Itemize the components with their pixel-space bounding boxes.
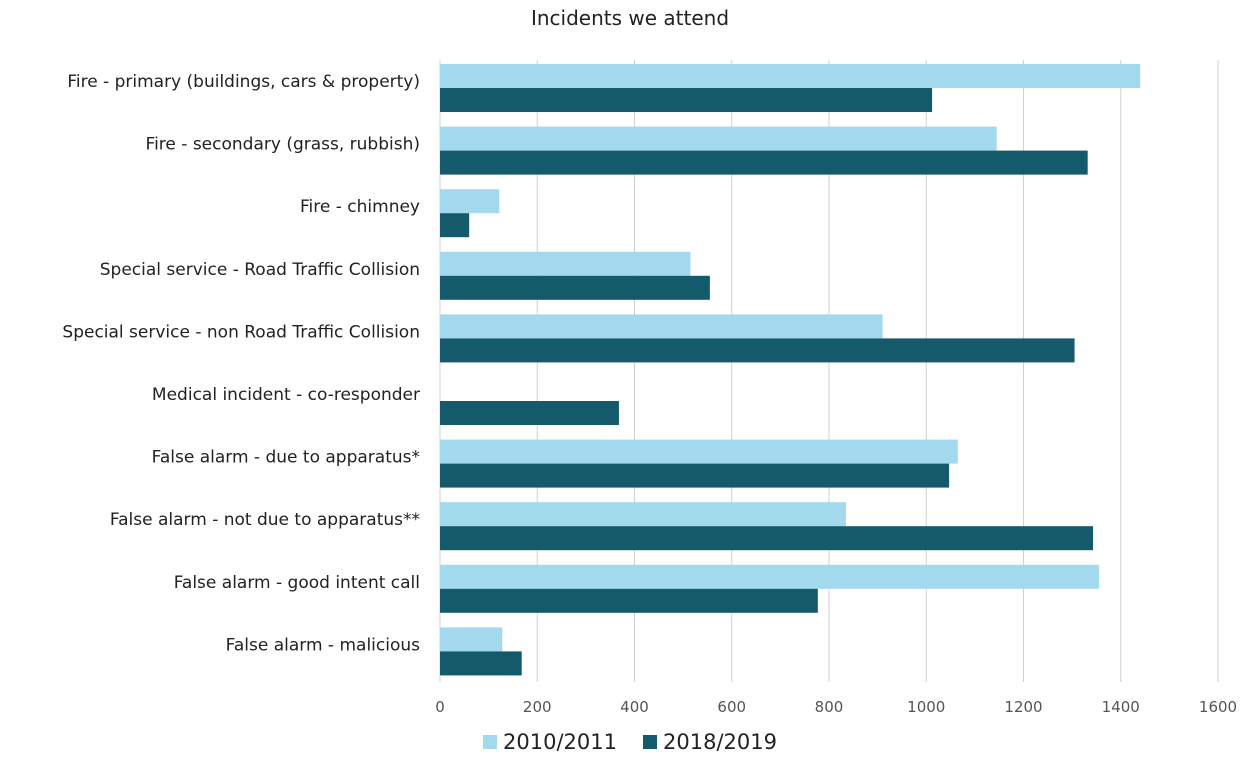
- category-label: Medical incident - co-responder: [152, 385, 420, 405]
- legend-item-2010-2011: 2010/2011: [483, 730, 617, 754]
- chart-title: Incidents we attend: [530, 6, 730, 30]
- bar-2018-2019: [440, 213, 470, 238]
- category-label: Special service - non Road Traffic Colli…: [62, 322, 420, 342]
- x-tick-label: 0: [435, 698, 445, 716]
- legend-swatch: [643, 735, 657, 749]
- bar-2010-2011: [440, 251, 691, 276]
- bar-2010-2011: [440, 314, 883, 339]
- bars: [440, 64, 1141, 676]
- category-label: Fire - chimney: [300, 197, 420, 217]
- category-labels: Fire - primary (buildings, cars & proper…: [62, 72, 420, 655]
- bar-2018-2019: [440, 588, 818, 613]
- bar-2010-2011: [440, 439, 958, 464]
- bar-2010-2011: [440, 64, 1141, 88]
- x-tick-label: 1400: [1102, 698, 1140, 716]
- x-tick-label: 1600: [1199, 698, 1237, 716]
- bar-2018-2019: [440, 338, 1075, 363]
- bar-2010-2011: [440, 126, 997, 151]
- x-tick-label: 1200: [1004, 698, 1042, 716]
- category-label: Fire - primary (buildings, cars & proper…: [67, 72, 420, 92]
- bar-2018-2019: [440, 526, 1094, 551]
- category-label: False alarm - due to apparatus*: [152, 448, 420, 468]
- legend-label: 2018/2019: [663, 730, 777, 754]
- legend: 2010/2011 2018/2019: [0, 730, 1250, 754]
- bar-2010-2011: [440, 627, 503, 652]
- category-label: Special service - Road Traffic Collision: [100, 260, 420, 280]
- legend-label: 2010/2011: [503, 730, 617, 754]
- x-axis-ticks: 0 200 400 600 800 1000 1200 1400 1600: [435, 698, 1237, 716]
- legend-swatch: [483, 735, 498, 749]
- bar-2018-2019: [440, 463, 950, 488]
- category-label: False alarm - good intent call: [174, 573, 420, 593]
- category-label: False alarm - not due to apparatus**: [110, 510, 420, 530]
- bar-2018-2019: [440, 651, 522, 676]
- category-label: False alarm - malicious: [226, 635, 420, 655]
- bar-2010-2011: [440, 189, 500, 214]
- bar-2018-2019: [440, 150, 1088, 175]
- x-tick-label: 1000: [907, 698, 945, 716]
- x-tick-label: 400: [620, 698, 649, 716]
- x-tick-label: 200: [523, 698, 552, 716]
- bar-2018-2019: [440, 275, 710, 300]
- legend-item-2018-2019: 2018/2019: [643, 730, 777, 754]
- x-tick-label: 800: [815, 698, 844, 716]
- bar-2018-2019: [440, 401, 619, 425]
- bar-2010-2011: [440, 502, 847, 527]
- bar-2018-2019: [440, 88, 933, 112]
- category-label: Fire - secondary (grass, rubbish): [146, 135, 420, 155]
- x-tick-label: 600: [717, 698, 746, 716]
- bar-2010-2011: [440, 564, 1099, 589]
